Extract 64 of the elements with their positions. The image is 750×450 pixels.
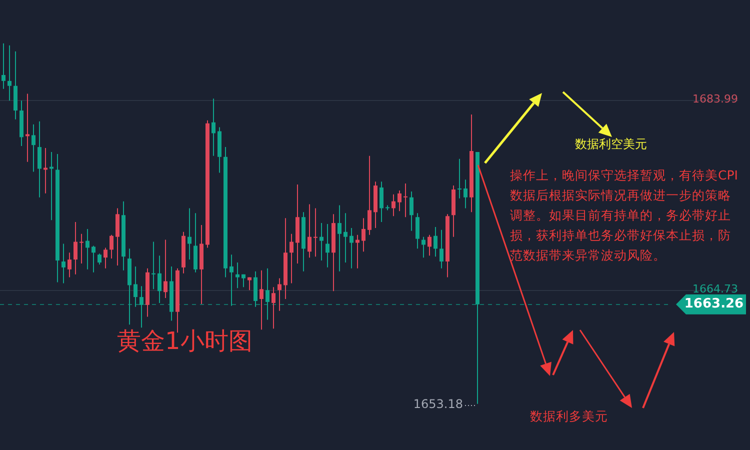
candlestick bbox=[440, 229, 444, 269]
candlestick bbox=[362, 218, 366, 252]
candlestick bbox=[38, 120, 42, 198]
candlestick bbox=[356, 234, 360, 269]
candlestick bbox=[458, 158, 462, 199]
candlestick bbox=[404, 183, 408, 218]
candlestick bbox=[98, 253, 102, 265]
candlestick bbox=[308, 204, 312, 258]
candlestick bbox=[152, 241, 156, 290]
candlestick bbox=[434, 226, 438, 258]
candlestick bbox=[32, 124, 36, 172]
candlestick bbox=[158, 255, 162, 304]
candlestick bbox=[428, 234, 432, 256]
candlestick bbox=[68, 252, 72, 278]
annotation: 数据利空美元 bbox=[575, 137, 647, 152]
candlestick bbox=[266, 268, 270, 320]
candlestick bbox=[50, 151, 54, 221]
candlestick bbox=[104, 247, 108, 269]
candlestick bbox=[110, 234, 114, 260]
candlestick bbox=[62, 243, 66, 284]
candlestick bbox=[74, 222, 78, 275]
candlestick bbox=[194, 212, 198, 273]
candlestick bbox=[188, 208, 192, 260]
candlestick bbox=[416, 212, 420, 250]
candlestick bbox=[242, 274, 246, 288]
candlestick bbox=[422, 236, 426, 258]
y-tick-label: 1683.99 bbox=[692, 92, 738, 106]
candlestick bbox=[464, 179, 468, 209]
candlestick bbox=[92, 245, 96, 273]
annotation: 1653.18 bbox=[413, 397, 463, 412]
candlestick bbox=[2, 42, 6, 90]
candlestick bbox=[212, 98, 216, 156]
candlestick bbox=[350, 227, 354, 269]
candlestick bbox=[248, 276, 252, 291]
candlestick bbox=[134, 266, 138, 308]
candlestick bbox=[8, 44, 12, 102]
candlestick bbox=[392, 194, 396, 217]
candlestick bbox=[236, 262, 240, 289]
candlestick bbox=[380, 181, 384, 223]
candlestick bbox=[278, 278, 282, 312]
candlestick bbox=[260, 270, 264, 330]
candlestick bbox=[140, 286, 144, 328]
annotation: 操作上，晚间保守选择暂观，有待美CPI数据后根据实际情况再做进一步的策略调整。如果目前有持单的，务必带好止损，获利持单也务必带好保本止损，防范数据带来异常波动风险。 bbox=[510, 168, 738, 262]
candlestick bbox=[368, 155, 372, 236]
candlestick bbox=[272, 286, 276, 330]
annotation: 数据利多美元 bbox=[530, 408, 608, 424]
candlestick bbox=[326, 224, 330, 268]
ref-line-label: 1663.26 bbox=[684, 296, 744, 312]
candlestick bbox=[320, 222, 324, 262]
candlestick bbox=[254, 270, 258, 308]
candlestick bbox=[230, 254, 234, 306]
candlestick bbox=[290, 233, 294, 284]
annotation: 黄金1小时图 bbox=[117, 327, 252, 356]
candlestick bbox=[410, 190, 414, 232]
y-tick-label: 1664.73 bbox=[692, 282, 738, 296]
candlestick bbox=[314, 208, 318, 258]
candlestick bbox=[164, 239, 168, 299]
candlestick bbox=[398, 190, 402, 212]
candlestick bbox=[80, 233, 84, 264]
candlestick bbox=[338, 204, 342, 272]
candlestick bbox=[86, 228, 90, 270]
candlestick bbox=[344, 212, 348, 263]
candlestick bbox=[116, 208, 120, 266]
candlestick bbox=[26, 93, 30, 162]
